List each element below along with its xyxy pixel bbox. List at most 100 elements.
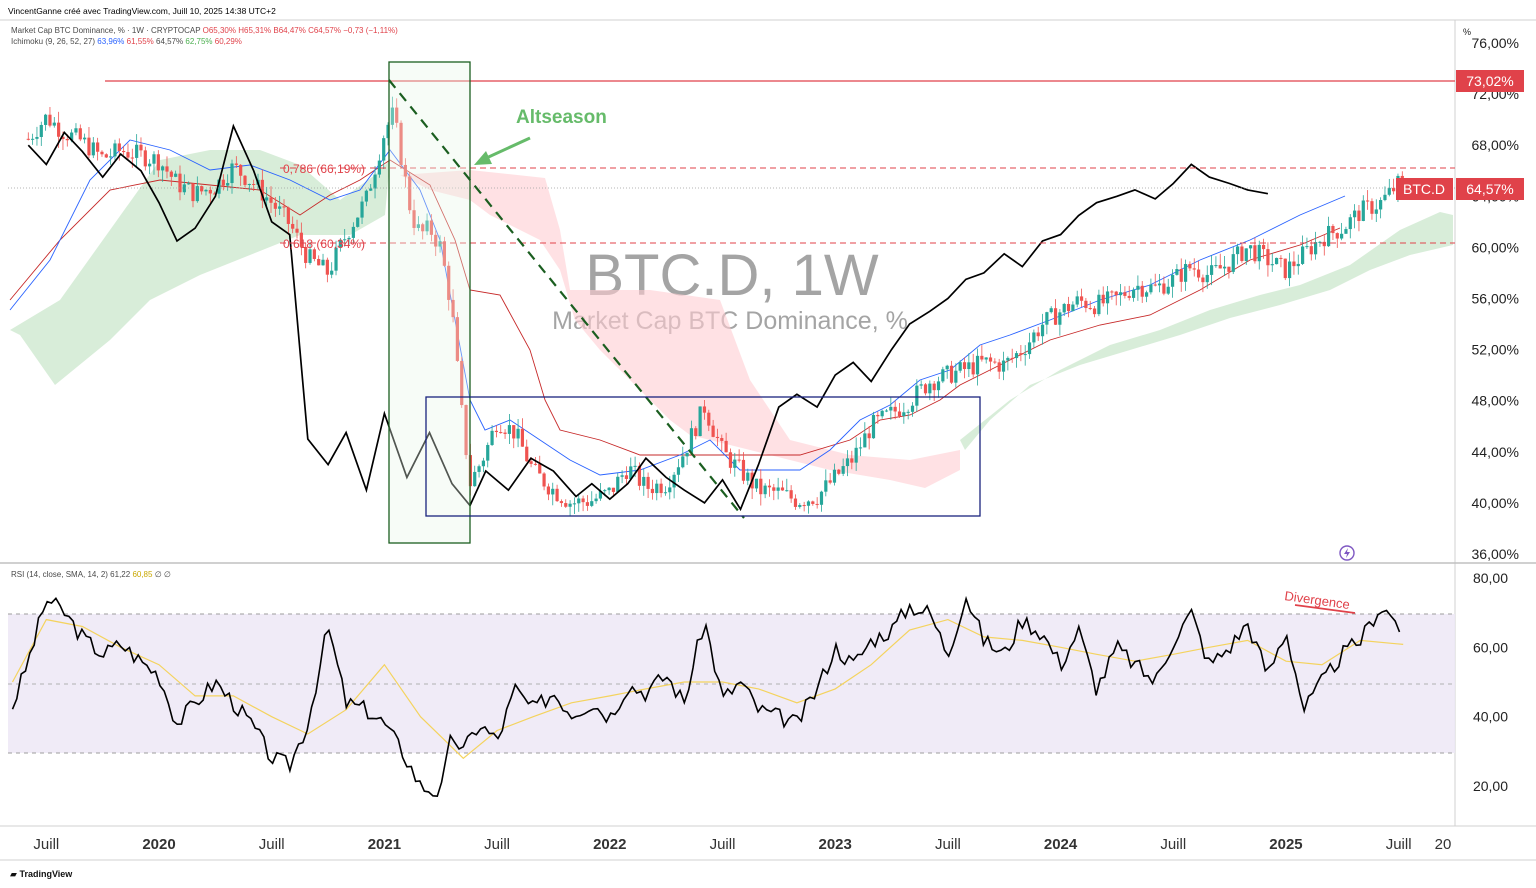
altseason-rectangle[interactable] — [388, 61, 471, 544]
candle-body — [798, 505, 802, 507]
candle-body — [78, 128, 82, 140]
candle-body — [243, 175, 247, 185]
candle-body — [863, 433, 867, 448]
candle-body — [1175, 269, 1179, 275]
candle-body — [1036, 332, 1040, 337]
candle-body — [1157, 283, 1162, 286]
candle-body — [980, 355, 984, 360]
candle-body — [87, 137, 91, 156]
candle-body — [1357, 210, 1361, 221]
candle-body — [1379, 200, 1383, 210]
candle-body — [880, 410, 884, 417]
candle-body — [299, 232, 303, 247]
main-legend-low: B64,47% — [273, 26, 306, 35]
candle-body — [1222, 266, 1227, 269]
kijun-line — [9, 159, 1341, 456]
price-axis-label: 44,00% — [1472, 444, 1519, 460]
candle-body — [1066, 303, 1071, 312]
candle-body — [594, 498, 598, 502]
ichimoku-legend[interactable]: Ichimoku (9, 26, 52, 27) 63,96% 61,55% 6… — [11, 37, 242, 46]
candle-body — [1105, 291, 1110, 304]
candle-body — [1014, 353, 1019, 359]
candle-body — [616, 476, 620, 492]
candle-body — [663, 492, 668, 494]
candle-body — [373, 174, 377, 189]
candle-body — [1062, 303, 1066, 313]
candle-body — [200, 186, 204, 192]
candle-body — [1092, 308, 1097, 315]
candle-body — [1257, 244, 1261, 262]
candle-body — [642, 476, 646, 486]
brand-name: TradingView — [19, 869, 73, 879]
candle-body — [334, 247, 338, 271]
candle-body — [1235, 246, 1240, 255]
candle-body — [568, 503, 572, 507]
candle-body — [1088, 308, 1092, 310]
candle-body — [1353, 210, 1357, 218]
ichimoku-legend-v1: 63,96% — [97, 37, 125, 46]
candle-body — [828, 480, 832, 483]
candle-body — [1010, 357, 1014, 359]
candle-body — [698, 406, 702, 437]
candle-body — [776, 487, 780, 491]
rsi-legend[interactable]: RSI (14, close, SMA, 14, 2) 61,22 60,85 … — [11, 570, 171, 579]
candle-body — [1201, 277, 1205, 283]
candle-body — [48, 114, 52, 126]
rsi-axis[interactable]: 80,00 60,00 40,00 20,00 — [1473, 570, 1508, 794]
candle-body — [967, 362, 971, 370]
main-legend-change: −0,73 (−1,11%) — [343, 26, 398, 35]
lightning-icon[interactable] — [1339, 545, 1355, 561]
candle-body — [330, 270, 334, 275]
candle-body — [897, 411, 902, 417]
candle-body — [278, 206, 282, 209]
candle-body — [65, 138, 69, 141]
rsi-axis-label: 60,00 — [1473, 639, 1508, 655]
main-series-legend[interactable]: Market Cap BTC Dominance, % · 1W · CRYPT… — [11, 26, 398, 35]
candle-body — [1314, 242, 1318, 255]
level-618-label: 0,618 (60,34%) — [283, 237, 365, 251]
candle-body — [975, 355, 980, 375]
candle-body — [1209, 265, 1214, 275]
candle-body — [603, 490, 607, 492]
candle-body — [1149, 284, 1153, 293]
candle-body — [876, 414, 880, 417]
candle-body — [356, 217, 360, 227]
price-axis-label: 48,00% — [1472, 393, 1519, 409]
candle-body — [1188, 264, 1192, 269]
candle-body — [945, 365, 949, 370]
ichimoku-cloud-green-late — [960, 212, 1453, 450]
candle-body — [360, 201, 364, 218]
candle-body — [122, 150, 126, 153]
candle-body — [811, 501, 815, 504]
candle-body — [208, 189, 212, 194]
candle-body — [1387, 187, 1391, 195]
candle-body — [377, 160, 381, 175]
candle-body — [304, 246, 308, 263]
candle-body — [577, 498, 581, 504]
time-axis-label: Juill — [1160, 836, 1186, 853]
candle-body — [763, 485, 767, 495]
rsi-legend-v3: ∅ ∅ — [154, 570, 171, 579]
candle-body — [434, 234, 438, 247]
candle-body — [1006, 357, 1010, 361]
candle-body — [156, 154, 160, 171]
downtrend-dashed-line[interactable] — [388, 79, 745, 519]
candle-body — [161, 166, 165, 171]
range-rectangle[interactable] — [425, 396, 981, 517]
time-axis-label: 2020 — [142, 836, 175, 853]
candle-body — [143, 150, 147, 167]
candle-body — [919, 384, 923, 386]
time-axis-label: Juill — [1386, 836, 1412, 853]
candle-body — [1023, 354, 1027, 356]
lightning-icon-bolt — [1344, 548, 1350, 558]
time-axis[interactable]: Juill 2020 Juill 2021 Juill 2022 Juill 2023 Juil… — [33, 836, 1451, 853]
candle-body — [364, 190, 368, 202]
candle-body — [464, 405, 468, 456]
candle-body — [707, 412, 711, 426]
candle-body — [425, 220, 429, 232]
candle-body — [1131, 289, 1136, 298]
candle-body — [169, 171, 173, 177]
rsi-line — [11, 595, 1401, 798]
candle-body — [1153, 284, 1157, 286]
